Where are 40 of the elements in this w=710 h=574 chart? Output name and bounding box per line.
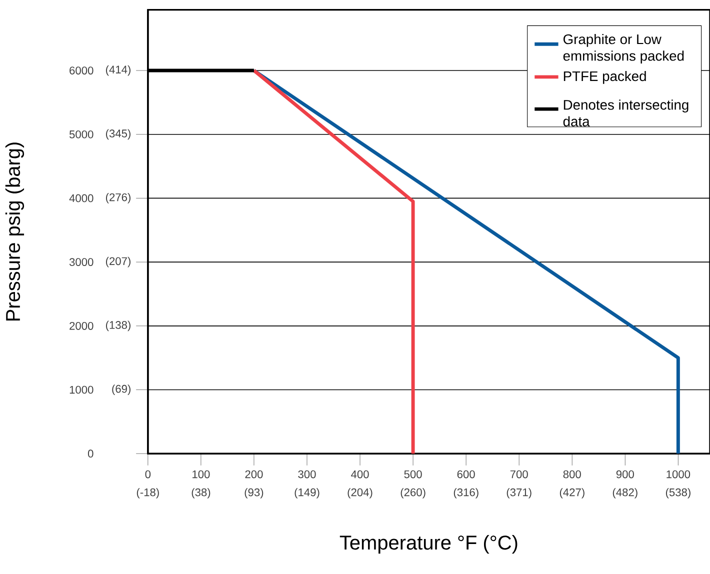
x-tick-label: 400	[351, 470, 369, 478]
x-tick-label: 800	[563, 470, 581, 478]
x-axis-title: Temperature °F (°C)	[340, 535, 518, 554]
x-tick-label: 200	[245, 470, 263, 478]
x2-tick-label: (538)	[666, 488, 690, 499]
x-tick-label: 900	[616, 470, 634, 478]
y-tick-label: 6000	[70, 66, 94, 75]
x-tick-label: 0	[145, 470, 151, 478]
x2-tick-label: (38)	[192, 488, 210, 499]
y-tick-label: 4000	[69, 194, 94, 202]
y2-tick-label: (69)	[112, 384, 130, 396]
x2-tick-label: (149)	[294, 488, 320, 499]
legend-label: PTFE packed	[564, 71, 646, 84]
y2-tick-label: (276)	[106, 193, 130, 204]
x-tick-label: 300	[298, 470, 316, 478]
x-tick-label: 600	[457, 470, 475, 478]
x-tick-label: 500	[404, 470, 422, 478]
y-tick-label: 5000	[69, 130, 94, 139]
x-tick-label: 100	[192, 470, 210, 478]
y2-tick-label: (207)	[106, 257, 130, 268]
x2-tick-label: (-18)	[136, 488, 159, 499]
x2-tick-label: (260)	[400, 488, 426, 499]
y2-tick-label: (345)	[106, 129, 130, 140]
legend-label: Denotes intersecting data	[563, 100, 688, 127]
y2-tick-label: (138)	[106, 320, 130, 332]
x-tick-label: 700	[510, 470, 528, 478]
x2-tick-label: (482)	[612, 488, 638, 499]
x2-tick-label: (204)	[348, 488, 372, 499]
x2-tick-label: (316)	[454, 488, 478, 499]
y2-tick-label: (414)	[106, 66, 130, 76]
x2-tick-label: (427)	[560, 488, 584, 499]
x-tick-label: 1000	[666, 470, 690, 478]
x2-tick-label: (371)	[506, 488, 532, 499]
y-axis-title: Pressure psig (barg)	[5, 142, 24, 321]
y-tick-label: 0	[88, 450, 94, 458]
legend-label: Graphite or Low emmissions packed	[563, 34, 684, 64]
y-tick-label: 1000	[70, 386, 94, 394]
x2-tick-label: (93)	[244, 488, 264, 499]
y-tick-label: 3000	[69, 258, 94, 266]
y-tick-label: 2000	[70, 322, 94, 330]
